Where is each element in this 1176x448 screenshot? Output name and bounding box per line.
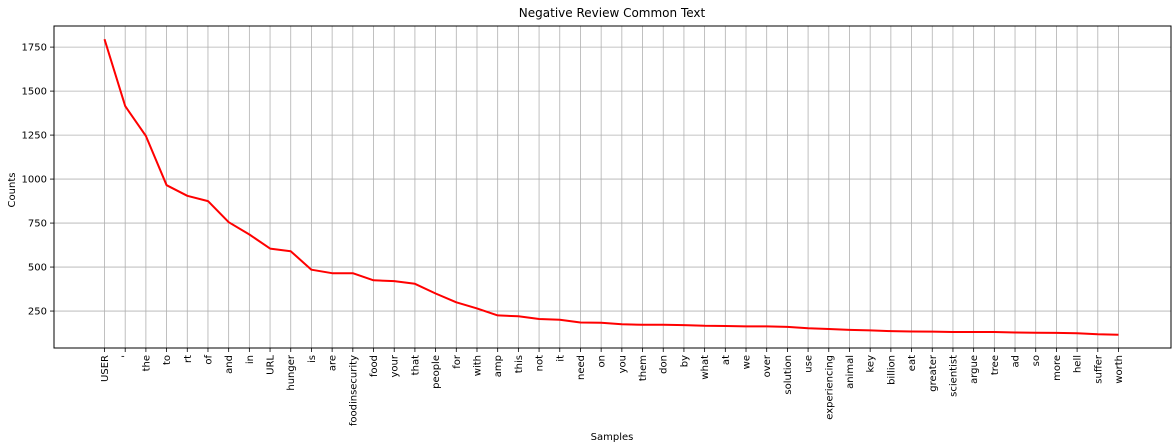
y-tick-label: 1000 xyxy=(22,175,47,186)
x-tick-label: need xyxy=(576,355,587,380)
x-tick-label: not xyxy=(535,355,546,371)
x-tick-label: billion xyxy=(886,355,897,385)
x-tick-label: more xyxy=(1052,355,1063,381)
x-tick-label: URL xyxy=(266,355,277,375)
x-tick-label: foodinsecurity xyxy=(348,355,359,426)
x-tick-label: we xyxy=(742,355,753,369)
x-tick-label: food xyxy=(369,355,380,377)
x-tick-label: by xyxy=(679,355,690,367)
x-tick-label: experiencing xyxy=(824,355,835,420)
x-tick-label: them xyxy=(638,355,649,381)
y-tick-label: 750 xyxy=(28,219,47,230)
x-tick-label: argue xyxy=(969,355,980,384)
x-tick-label: amp xyxy=(493,355,504,377)
x-tick-label: greater xyxy=(928,354,939,392)
y-tick-label: 1250 xyxy=(22,131,47,142)
y-axis-label: Counts xyxy=(7,173,18,208)
x-axis: USER ' the to rt of and in URL hunger is are foodins… xyxy=(100,348,1125,426)
chart-title: Negative Review Common Text xyxy=(519,6,706,20)
x-tick-label: suffer xyxy=(1093,354,1104,384)
x-tick-label: on xyxy=(597,355,608,367)
x-tick-label: scientist xyxy=(948,355,959,397)
x-tick-label: rt xyxy=(183,355,194,363)
x-axis-label: Samples xyxy=(591,432,634,443)
x-tick-label: over xyxy=(762,354,773,377)
x-tick-label: your xyxy=(390,354,401,377)
x-tick-label: in xyxy=(245,355,256,364)
y-tick-label: 250 xyxy=(28,307,47,318)
x-tick-label: solution xyxy=(783,355,794,395)
x-tick-label: ' xyxy=(121,355,132,358)
series-line xyxy=(103,38,1119,336)
x-tick-label: use xyxy=(804,355,815,373)
x-tick-label: what xyxy=(700,355,711,380)
x-tick-label: to xyxy=(162,355,173,365)
x-tick-label: for xyxy=(452,354,463,369)
x-tick-label: tree xyxy=(990,355,1001,375)
x-tick-label: worth xyxy=(1114,355,1125,384)
plot-frame xyxy=(53,25,1172,349)
x-tick-label: ad xyxy=(1011,355,1022,367)
x-tick-label: that xyxy=(410,355,421,375)
x-tick-label: don xyxy=(659,355,670,374)
x-tick-label: this xyxy=(514,355,525,373)
y-tick-label: 1750 xyxy=(22,43,47,54)
x-tick-label: USER xyxy=(100,355,111,382)
x-tick-label: it xyxy=(555,355,566,362)
x-tick-label: animal xyxy=(845,355,856,389)
grid xyxy=(54,26,1171,348)
x-tick-label: with xyxy=(472,355,483,376)
x-tick-label: key xyxy=(866,355,877,373)
x-tick-label: of xyxy=(203,355,214,365)
x-tick-label: are xyxy=(328,355,339,371)
x-tick-label: people xyxy=(431,355,442,389)
x-tick-label: hunger xyxy=(286,354,297,391)
x-tick-label: and xyxy=(224,355,235,374)
x-tick-label: eat xyxy=(907,355,918,371)
y-tick-label: 1500 xyxy=(22,87,47,98)
y-axis: 250 500 750 1000 1250 1500 1750 xyxy=(22,43,54,318)
x-tick-label: is xyxy=(307,355,318,363)
x-tick-label: you xyxy=(617,355,628,373)
x-tick-label: hell xyxy=(1073,355,1084,373)
y-tick-label: 500 xyxy=(28,263,47,274)
x-tick-label: at xyxy=(721,355,732,365)
x-tick-label: the xyxy=(141,355,152,371)
x-tick-label: so xyxy=(1031,355,1042,366)
